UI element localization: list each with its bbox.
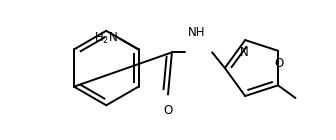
Text: H$_2$N: H$_2$N	[94, 31, 118, 46]
Text: N: N	[240, 46, 249, 59]
Text: NH: NH	[188, 26, 205, 39]
Text: O: O	[163, 104, 173, 117]
Text: O: O	[275, 57, 284, 70]
